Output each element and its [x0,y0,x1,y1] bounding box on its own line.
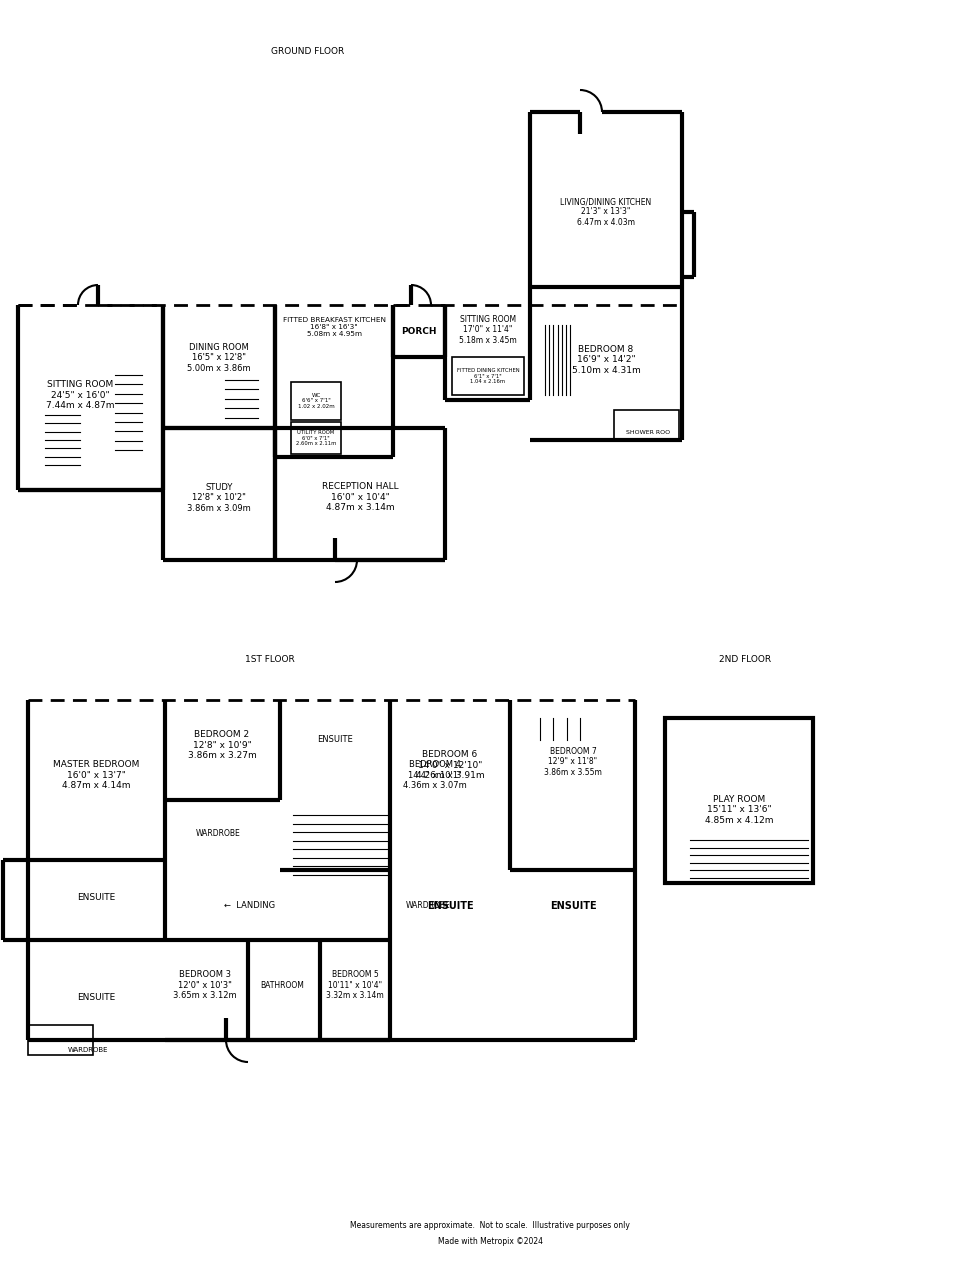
Text: WARDROBE: WARDROBE [42,1037,78,1042]
Text: UTILITY ROOM
6'0" x 7'1"
2.60m x 2.11m: UTILITY ROOM 6'0" x 7'1" 2.60m x 2.11m [296,429,336,446]
Text: BATHROOM: BATHROOM [260,981,304,990]
Text: WARDROBE: WARDROBE [68,1047,108,1054]
Text: SHOWER ROO: SHOWER ROO [626,429,670,434]
FancyBboxPatch shape [452,358,524,395]
Text: BEDROOM 7
12'9" x 11'8"
3.86m x 3.55m: BEDROOM 7 12'9" x 11'8" 3.86m x 3.55m [544,747,602,776]
Text: STUDY
12'8" x 10'2"
3.86m x 3.09m: STUDY 12'8" x 10'2" 3.86m x 3.09m [187,483,251,513]
Text: ENSUITE: ENSUITE [76,994,115,1002]
FancyBboxPatch shape [291,382,341,420]
Text: Measurements are approximate.  Not to scale.  Illustrative purposes only: Measurements are approximate. Not to sca… [350,1221,630,1230]
Text: BEDROOM 5
10'11" x 10'4"
3.32m x 3.14m: BEDROOM 5 10'11" x 10'4" 3.32m x 3.14m [326,971,384,1000]
Text: 1ST FLOOR: 1ST FLOOR [245,655,295,664]
FancyBboxPatch shape [291,421,341,455]
Text: PLAY ROOM
15'11" x 13'6"
4.85m x 4.12m: PLAY ROOM 15'11" x 13'6" 4.85m x 4.12m [705,796,773,825]
FancyBboxPatch shape [665,718,813,882]
Text: BEDROOM 8
16'9" x 14'2"
5.10m x 4.31m: BEDROOM 8 16'9" x 14'2" 5.10m x 4.31m [571,345,640,375]
Text: FITTED BREAKFAST KITCHEN
16'8" x 16'3"
5.08m x 4.95m: FITTED BREAKFAST KITCHEN 16'8" x 16'3" 5… [282,317,385,337]
Text: ←  LANDING: ← LANDING [224,900,275,909]
Text: WC
6'6" x 7'1"
1.02 x 2.02m: WC 6'6" x 7'1" 1.02 x 2.02m [298,393,334,410]
Text: 2ND FLOOR: 2ND FLOOR [719,655,771,664]
Text: WARDROBE: WARDROBE [406,900,451,909]
Text: BEDROOM 2
12'8" x 10'9"
3.86m x 3.27m: BEDROOM 2 12'8" x 10'9" 3.86m x 3.27m [187,730,257,760]
Text: BEDROOM 4
14'4" x 10'1"
4.36m x 3.07m: BEDROOM 4 14'4" x 10'1" 4.36m x 3.07m [403,760,466,790]
Text: ENSUITE: ENSUITE [426,902,473,911]
Text: FITTED DINING KITCHEN
6'1" x 7'1"
1.04 x 2.16m: FITTED DINING KITCHEN 6'1" x 7'1" 1.04 x… [457,368,519,384]
Text: ENSUITE: ENSUITE [550,902,596,911]
Text: RECEPTION HALL
16'0" x 10'4"
4.87m x 3.14m: RECEPTION HALL 16'0" x 10'4" 4.87m x 3.1… [321,483,398,512]
Text: SITTING ROOM
17'0" x 11'4"
5.18m x 3.45m: SITTING ROOM 17'0" x 11'4" 5.18m x 3.45m [459,315,516,345]
Text: MASTER BEDROOM
16'0" x 13'7"
4.87m x 4.14m: MASTER BEDROOM 16'0" x 13'7" 4.87m x 4.1… [53,760,139,790]
Text: BEDROOM 3
12'0" x 10'3"
3.65m x 3.12m: BEDROOM 3 12'0" x 10'3" 3.65m x 3.12m [173,971,237,1000]
Text: BEDROOM 6
14'0" x 12'10"
4.26m x 3.91m: BEDROOM 6 14'0" x 12'10" 4.26m x 3.91m [416,750,484,780]
Text: SITTING ROOM
24'5" x 16'0"
7.44m x 4.87m: SITTING ROOM 24'5" x 16'0" 7.44m x 4.87m [46,381,115,410]
Text: DINING ROOM
16'5" x 12'8"
5.00m x 3.86m: DINING ROOM 16'5" x 12'8" 5.00m x 3.86m [187,344,251,373]
Text: ENSUITE: ENSUITE [76,894,115,903]
FancyBboxPatch shape [28,1025,93,1055]
Text: WARDROBE: WARDROBE [196,829,240,838]
Text: LIVING/DINING KITCHEN
21'3" x 13'3"
6.47m x 4.03m: LIVING/DINING KITCHEN 21'3" x 13'3" 6.47… [561,197,652,227]
Text: GROUND FLOOR: GROUND FLOOR [271,47,345,56]
Text: PORCH: PORCH [401,327,437,336]
FancyBboxPatch shape [614,410,679,441]
Text: ENSUITE: ENSUITE [318,736,353,744]
Text: Made with Metropix ©2024: Made with Metropix ©2024 [437,1237,543,1246]
